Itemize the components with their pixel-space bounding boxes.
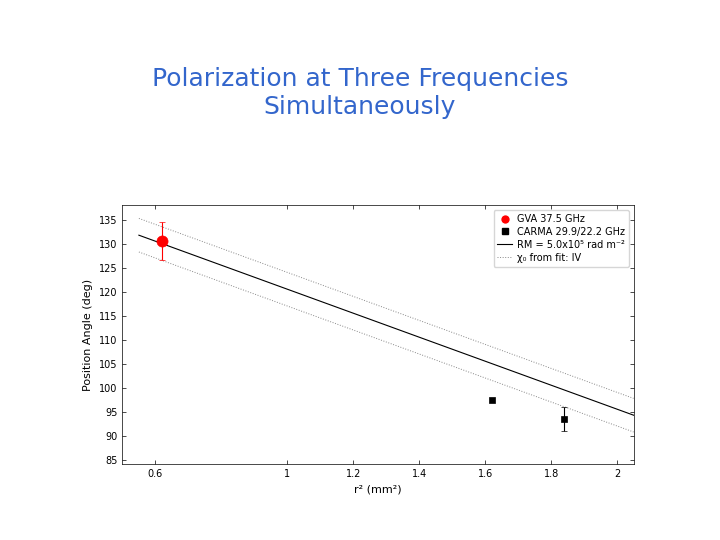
Legend: GVA 37.5 GHz, CARMA 29.9/22.2 GHz, RM = 5.0x10⁵ rad m⁻², χ₀ from fit: IV: GVA 37.5 GHz, CARMA 29.9/22.2 GHz, RM = … bbox=[493, 210, 629, 267]
X-axis label: r² (mm²): r² (mm²) bbox=[354, 485, 402, 495]
Text: Polarization at Three Frequencies
Simultaneously: Polarization at Three Frequencies Simult… bbox=[152, 67, 568, 119]
Y-axis label: Position Angle (deg): Position Angle (deg) bbox=[84, 279, 94, 391]
